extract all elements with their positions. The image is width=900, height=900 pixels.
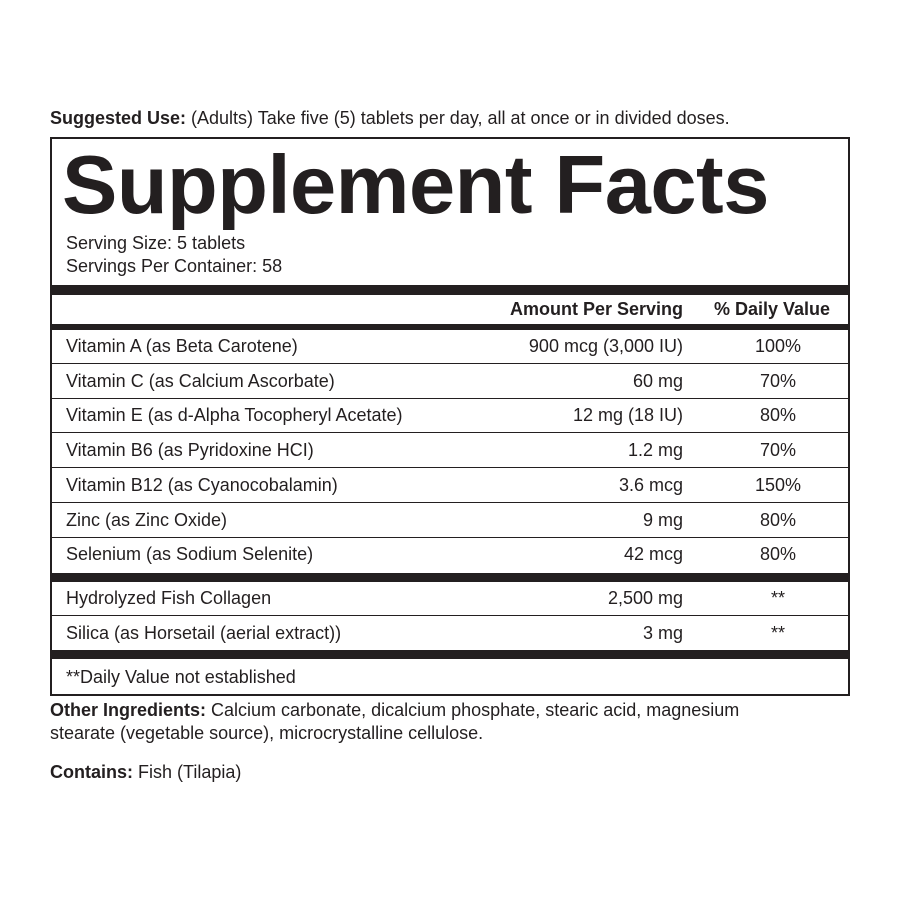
other-ingredients-text: Calcium carbonate, dicalcium phosphate, … bbox=[206, 700, 740, 720]
header-dv: % Daily Value bbox=[713, 299, 831, 319]
suggested-use: Suggested Use: (Adults) Take five (5) ta… bbox=[50, 108, 730, 129]
footnote: **Daily Value not established bbox=[66, 667, 296, 687]
divider-thick bbox=[52, 650, 848, 659]
panel-title: Supplement Facts bbox=[62, 138, 769, 231]
nutrient-amount: 2,500 mg bbox=[607, 588, 683, 608]
table-row: Selenium (as Sodium Selenite) 42 mcg 80% bbox=[52, 538, 848, 571]
supplement-facts-panel: Supplement Facts Serving Size: 5 tablets… bbox=[50, 137, 850, 696]
nutrient-name: Vitamin C (as Calcium Ascorbate) bbox=[66, 370, 335, 391]
suggested-use-text: (Adults) Take five (5) tablets per day, … bbox=[186, 108, 730, 128]
table-row: Vitamin B6 (as Pyridoxine HCI) 1.2 mg 70% bbox=[52, 434, 848, 469]
nutrient-name: Silica (as Horsetail (aerial extract)) bbox=[66, 622, 342, 643]
nutrient-name: Selenium (as Sodium Selenite) bbox=[66, 544, 314, 565]
other-ingredients-label: Other Ingredients: bbox=[50, 700, 207, 720]
other-ingredients: Other Ingredients: Calcium carbonate, di… bbox=[50, 700, 739, 721]
nutrient-amount: 3 mg bbox=[642, 622, 683, 643]
contains-label: Contains: bbox=[50, 762, 133, 782]
nutrient-dv: 70% bbox=[759, 370, 797, 391]
nutrient-amount: 9 mg bbox=[642, 509, 683, 530]
nutrient-dv: 80% bbox=[759, 405, 797, 426]
nutrient-amount: 900 mcg (3,000 IU) bbox=[528, 336, 683, 356]
nutrient-name: Vitamin A (as Beta Carotene) bbox=[66, 336, 298, 356]
nutrient-dv: ** bbox=[770, 588, 785, 608]
servings-per-container: Servings Per Container: 58 bbox=[66, 256, 283, 276]
table-row: Vitamin C (as Calcium Ascorbate) 60 mg 70% bbox=[52, 365, 848, 399]
header-amount: Amount Per Serving bbox=[509, 299, 683, 319]
divider-thick bbox=[52, 573, 848, 582]
nutrient-dv: 70% bbox=[759, 440, 797, 461]
nutrient-dv: ** bbox=[770, 622, 785, 643]
other-ingredients-line2: stearate (vegetable source), microcrysta… bbox=[50, 723, 484, 743]
nutrient-name: Zinc (as Zinc Oxide) bbox=[66, 509, 228, 530]
contains-text: Fish (Tilapia) bbox=[133, 762, 242, 782]
nutrient-dv: 80% bbox=[759, 544, 797, 565]
table-row: Silica (as Horsetail (aerial extract)) 3 … bbox=[52, 617, 848, 650]
serving-size: Serving Size: 5 tablets bbox=[66, 233, 246, 253]
table-row: Vitamin A (as Beta Carotene) 900 mcg (3,0… bbox=[52, 330, 848, 364]
nutrient-amount: 12 mg (18 IU) bbox=[572, 405, 683, 426]
table-row: Hydrolyzed Fish Collagen 2,500 mg ** bbox=[52, 582, 848, 616]
table-header: Amount Per Serving % Daily Value bbox=[52, 295, 848, 324]
table-row: Zinc (as Zinc Oxide) 9 mg 80% bbox=[52, 504, 848, 538]
nutrient-dv: 80% bbox=[759, 509, 797, 530]
divider-thick bbox=[52, 285, 848, 295]
divider-medium bbox=[52, 324, 848, 330]
nutrient-amount: 1.2 mg bbox=[627, 440, 683, 461]
nutrient-dv: 100% bbox=[754, 336, 802, 356]
nutrient-name: Vitamin E (as d-Alpha Tocopheryl Acetate… bbox=[66, 405, 403, 426]
table-row: Vitamin E (as d-Alpha Tocopheryl Acetate… bbox=[52, 399, 848, 434]
nutrient-amount: 42 mcg bbox=[623, 544, 683, 565]
table-row: Vitamin B12 (as Cyanocobalamin) 3.6 mcg 15… bbox=[52, 469, 848, 503]
suggested-use-label: Suggested Use: bbox=[50, 108, 187, 128]
nutrient-name: Vitamin B6 (as Pyridoxine HCI) bbox=[66, 440, 314, 461]
nutrient-name: Hydrolyzed Fish Collagen bbox=[66, 588, 272, 608]
nutrient-name: Vitamin B12 (as Cyanocobalamin) bbox=[66, 474, 338, 495]
nutrient-amount: 60 mg bbox=[632, 370, 683, 391]
nutrient-dv: 150% bbox=[754, 474, 802, 495]
contains: Contains: Fish (Tilapia) bbox=[50, 762, 241, 783]
nutrient-amount: 3.6 mcg bbox=[618, 474, 683, 495]
